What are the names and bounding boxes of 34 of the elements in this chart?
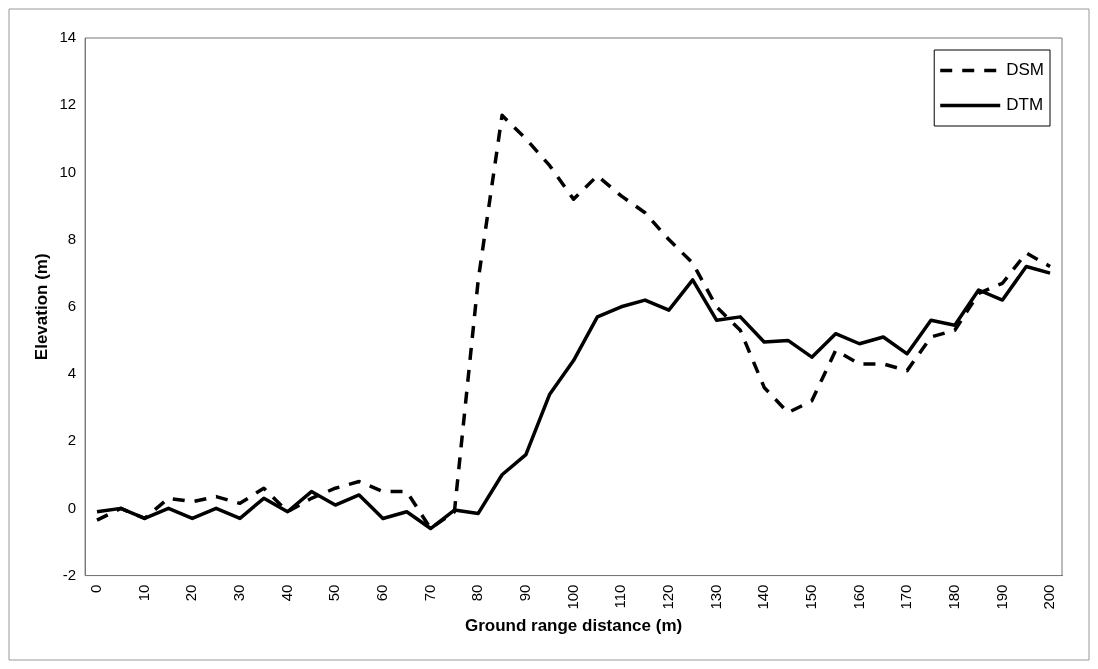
x-tick-label: 10 [134,584,152,602]
x-tick-label: 110 [611,584,629,609]
x-tick-label: 190 [992,584,1010,610]
x-tick-label: 90 [516,584,534,602]
x-tick-label: 0 [87,584,105,593]
legend-label: DSM [1006,60,1044,80]
x-tick-label: 20 [182,584,200,602]
y-tick-label: 6 [67,296,77,314]
x-tick-label: 100 [563,584,581,610]
y-tick-label: 0 [67,498,77,516]
y-tick-label: 2 [67,431,77,449]
x-tick-label: 30 [230,584,248,602]
x-tick-label: 80 [468,584,486,602]
x-tick-label: 60 [373,584,391,602]
x-tick-label: 180 [944,584,962,610]
x-tick-label: 40 [277,584,295,602]
x-tick-label: 200 [1040,584,1058,610]
x-tick-label: 170 [897,584,915,610]
y-tick-label: 12 [59,95,77,113]
x-tick-label: 50 [325,584,343,602]
y-tick-label: 14 [59,28,77,46]
legend-label: DTM [1006,95,1044,115]
x-tick-label: 70 [420,584,438,602]
x-tick-label: 160 [849,584,867,610]
x-tick-label: 150 [801,584,819,610]
y-tick-label: 4 [67,364,77,382]
x-tick-label: 120 [658,584,676,610]
y-axis-title: Elevation (m) [31,253,51,361]
x-axis-title: Ground range distance (m) [464,616,683,636]
y-tick-label: 10 [59,162,77,180]
y-tick-label: -2 [62,565,77,583]
x-tick-label: 140 [754,584,772,610]
x-tick-label: 130 [706,584,724,610]
y-tick-label: 8 [67,229,77,247]
